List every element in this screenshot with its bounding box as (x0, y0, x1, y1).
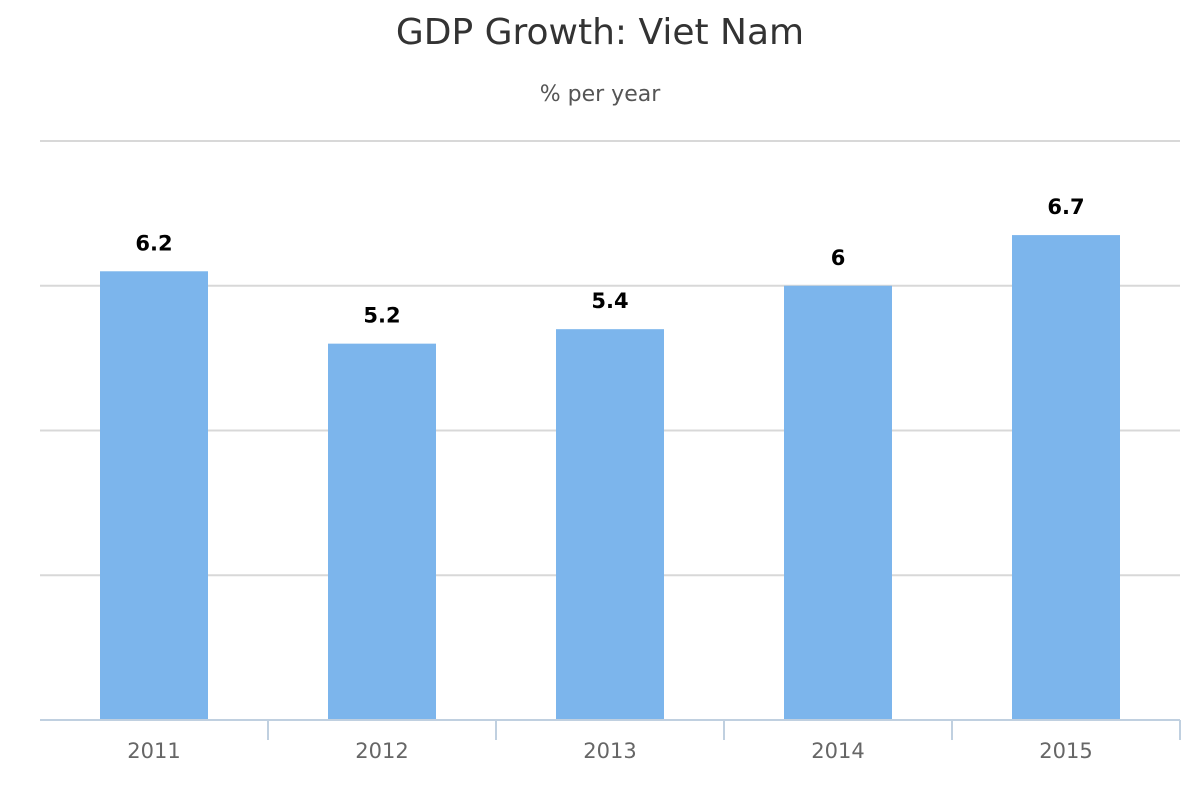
x-tick-label-2015: 2015 (1039, 739, 1092, 763)
data-label-2014: 6 (831, 246, 846, 270)
bar-2011 (100, 271, 208, 720)
data-label-2012: 5.2 (363, 304, 400, 328)
x-tick-label-2012: 2012 (355, 739, 408, 763)
bar-2013 (556, 329, 664, 720)
x-tick-label-2011: 2011 (127, 739, 180, 763)
x-tick-label-2013: 2013 (583, 739, 636, 763)
bar-2012 (328, 343, 436, 720)
bar-2015 (1012, 235, 1120, 720)
x-tick-label-2014: 2014 (811, 739, 864, 763)
bar-2014 (784, 285, 892, 720)
chart-title: GDP Growth: Viet Nam (395, 12, 805, 53)
chart-subtitle: % per year (539, 82, 661, 107)
data-label-2011: 6.2 (135, 231, 172, 255)
data-label-2013: 5.4 (591, 289, 628, 313)
data-label-2015: 6.7 (1047, 195, 1084, 219)
